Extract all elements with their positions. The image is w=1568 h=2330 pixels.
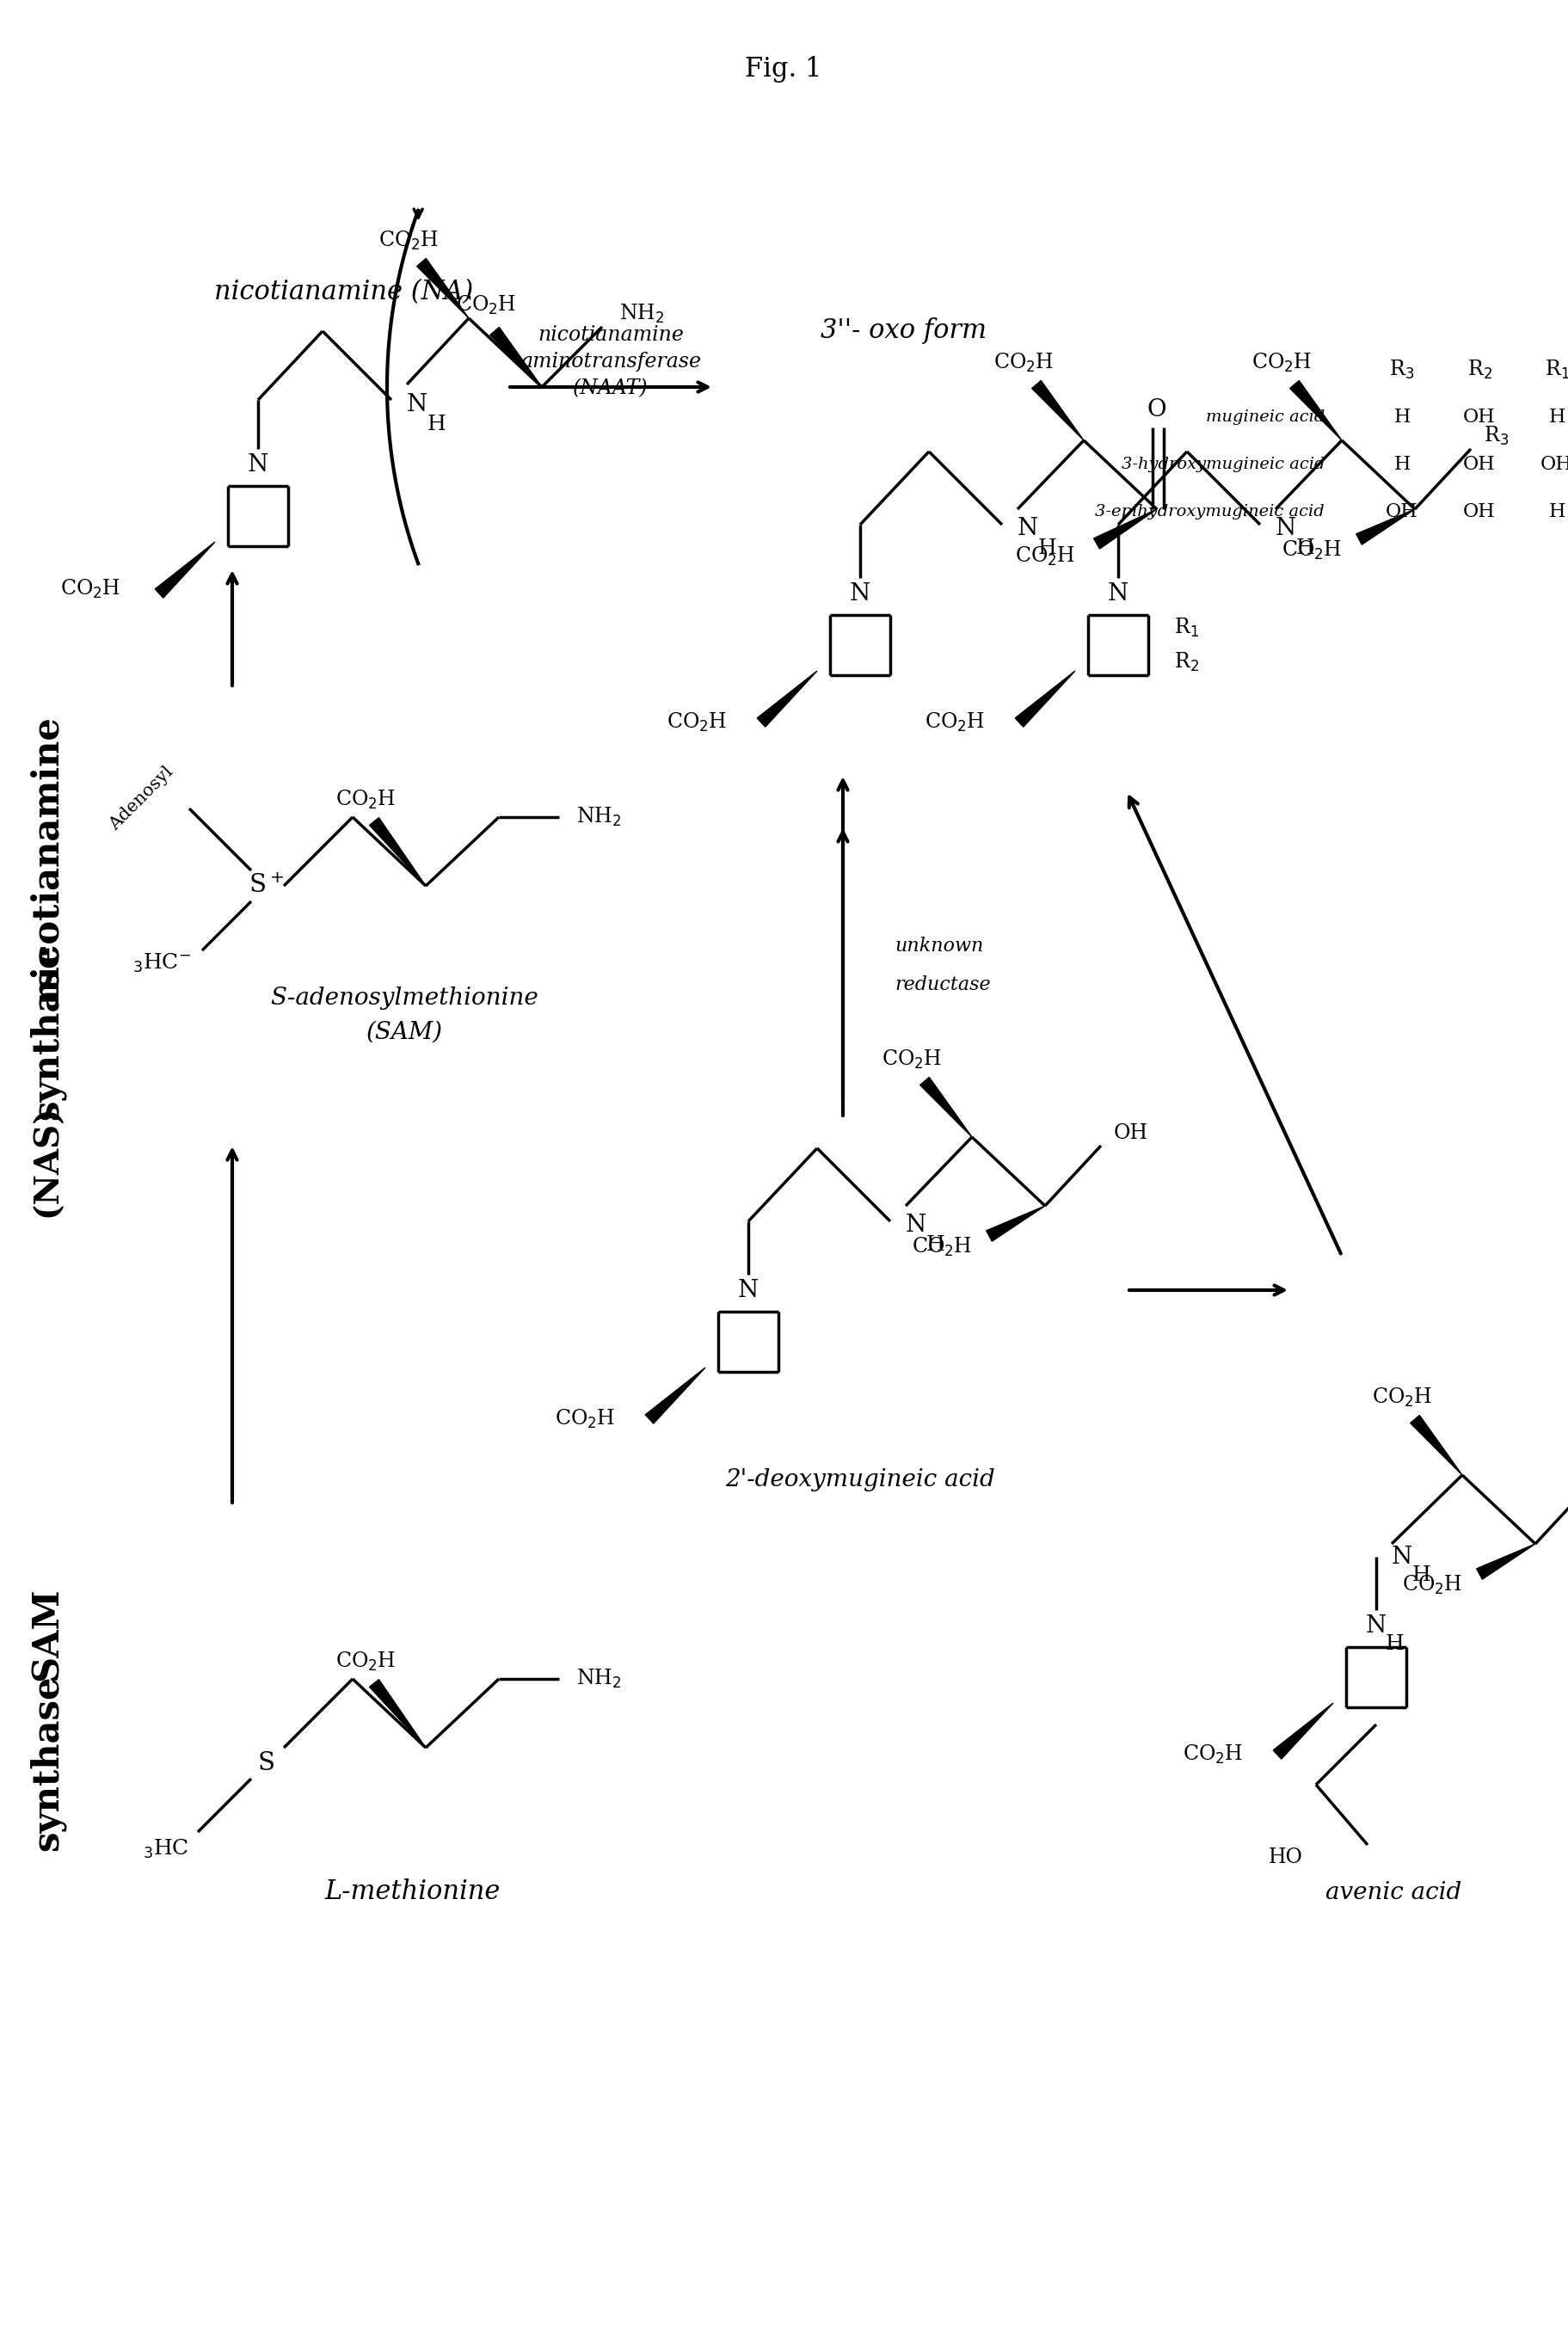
Text: CO$_2$H: CO$_2$H [336, 1650, 395, 1673]
Text: NH$_2$: NH$_2$ [577, 1668, 621, 1689]
Polygon shape [1356, 510, 1414, 545]
Polygon shape [1477, 1545, 1535, 1580]
Text: SAM: SAM [30, 1587, 66, 1680]
Polygon shape [417, 259, 469, 319]
Text: H: H [1549, 408, 1565, 426]
Text: Adenosyl: Adenosyl [107, 764, 176, 834]
Polygon shape [489, 326, 543, 387]
Text: nicotianamine: nicotianamine [538, 326, 684, 345]
Text: S-adenosylmethionine: S-adenosylmethionine [270, 986, 538, 1009]
Text: N: N [906, 1214, 927, 1237]
Polygon shape [986, 1207, 1044, 1242]
Text: CO$_2$H: CO$_2$H [881, 1048, 942, 1072]
Text: OH: OH [1386, 503, 1417, 522]
Polygon shape [757, 671, 817, 727]
Text: (SAM): (SAM) [365, 1021, 442, 1044]
Text: S$^+$: S$^+$ [249, 874, 284, 897]
Polygon shape [370, 1680, 426, 1748]
Text: H: H [1394, 454, 1410, 473]
Text: CO$_2$H: CO$_2$H [925, 711, 985, 734]
Text: 3-epihydroxymugineic acid: 3-epihydroxymugineic acid [1094, 503, 1325, 520]
Text: OH: OH [1463, 454, 1496, 473]
Text: NH$_2$: NH$_2$ [577, 806, 621, 829]
Polygon shape [920, 1076, 972, 1137]
Text: OH: OH [1463, 408, 1496, 426]
Text: OH: OH [1113, 1123, 1148, 1142]
Text: avenic acid: avenic acid [1325, 1880, 1461, 1904]
Polygon shape [1032, 380, 1083, 440]
Text: N: N [1107, 582, 1129, 606]
Text: CO$_2$H: CO$_2$H [1251, 352, 1312, 375]
Text: Fig. 1: Fig. 1 [745, 56, 822, 82]
Text: aminotransferase: aminotransferase [521, 352, 701, 370]
Text: synthase: synthase [30, 1675, 66, 1850]
Text: (NAAT): (NAAT) [572, 380, 649, 398]
Polygon shape [1093, 510, 1157, 550]
Text: H: H [1413, 1566, 1432, 1587]
Text: H: H [428, 415, 447, 433]
Text: R$_3$: R$_3$ [1483, 424, 1508, 447]
Text: synthase: synthase [30, 944, 66, 1121]
Text: HO: HO [1269, 1848, 1303, 1869]
Text: H: H [1386, 1636, 1405, 1654]
Text: NH$_2$: NH$_2$ [619, 303, 665, 326]
Polygon shape [1290, 380, 1342, 440]
Text: CO$_2$H: CO$_2$H [1281, 538, 1342, 562]
Text: OH: OH [1541, 454, 1568, 473]
Text: N: N [1392, 1545, 1413, 1568]
Text: S: S [259, 1752, 276, 1775]
Text: nicotianamine: nicotianamine [30, 715, 66, 1004]
Text: N: N [1275, 517, 1297, 541]
Polygon shape [155, 543, 215, 599]
Text: OH: OH [1463, 503, 1496, 522]
Text: H: H [1038, 538, 1057, 559]
Text: CO$_2$H: CO$_2$H [1182, 1743, 1243, 1766]
Text: O: O [1148, 398, 1167, 422]
Text: 3''- oxo form: 3''- oxo form [820, 317, 986, 345]
Text: 3-hydroxymugineic acid: 3-hydroxymugineic acid [1121, 457, 1325, 473]
Text: CO$_2$H: CO$_2$H [555, 1407, 615, 1431]
Text: CO$_2$H: CO$_2$H [336, 788, 395, 811]
Polygon shape [370, 818, 426, 885]
Text: CO$_2$H: CO$_2$H [1014, 545, 1076, 569]
Polygon shape [1273, 1703, 1333, 1759]
Text: N: N [739, 1279, 759, 1302]
Text: R$_2$: R$_2$ [1468, 359, 1491, 382]
Text: H: H [1394, 408, 1410, 426]
Text: H: H [927, 1235, 946, 1256]
Text: unknown: unknown [894, 937, 983, 955]
Text: N: N [248, 452, 268, 475]
Text: CO$_2$H: CO$_2$H [1402, 1573, 1463, 1596]
Text: reductase: reductase [894, 976, 991, 995]
Text: $_{3}$HC$^{-}$: $_{3}$HC$^{-}$ [132, 953, 191, 974]
Text: mugineic acid: mugineic acid [1206, 410, 1325, 424]
Text: H: H [1297, 538, 1316, 559]
Text: CO$_2$H: CO$_2$H [1372, 1386, 1432, 1410]
Polygon shape [646, 1368, 706, 1424]
Text: N: N [406, 394, 428, 415]
Text: CO$_2$H: CO$_2$H [994, 352, 1054, 375]
Text: R$_2$: R$_2$ [1174, 650, 1200, 673]
Text: N: N [850, 582, 870, 606]
Text: R$_1$: R$_1$ [1544, 359, 1568, 382]
Text: CO$_2$H: CO$_2$H [60, 578, 121, 601]
Text: nicotianamine (NA): nicotianamine (NA) [215, 280, 474, 305]
Text: N: N [1018, 517, 1038, 541]
Text: 2'-deoxymugineic acid: 2'-deoxymugineic acid [724, 1468, 996, 1491]
Text: R$_3$: R$_3$ [1389, 359, 1414, 382]
Text: N: N [1366, 1615, 1386, 1638]
Text: CO$_2$H: CO$_2$H [666, 711, 728, 734]
Text: L-methionine: L-methionine [325, 1878, 500, 1906]
Text: (NAS): (NAS) [31, 1104, 64, 1216]
Text: $_{3}$HC: $_{3}$HC [143, 1838, 190, 1859]
Text: R$_1$: R$_1$ [1174, 617, 1200, 638]
Text: CO$_2$H: CO$_2$H [911, 1235, 972, 1258]
Text: CO$_2$H: CO$_2$H [456, 294, 516, 317]
Text: CO$_2$H: CO$_2$H [378, 231, 439, 252]
Text: H: H [1549, 503, 1565, 522]
Polygon shape [1014, 671, 1076, 727]
Polygon shape [1410, 1414, 1463, 1475]
